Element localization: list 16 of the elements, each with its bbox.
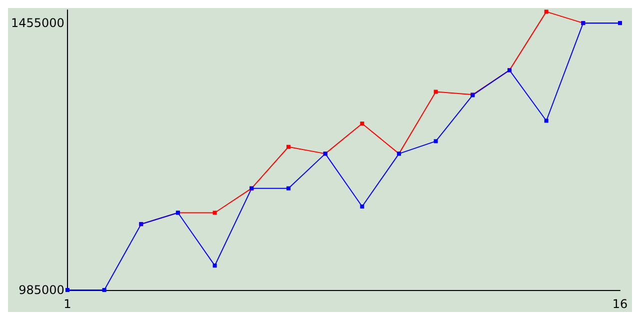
- point: [212, 264, 217, 268]
- point: [544, 118, 548, 123]
- x-tick-label: 1: [64, 297, 72, 311]
- y-tick-label: 1455000: [10, 16, 64, 30]
- point: [360, 204, 364, 209]
- point: [544, 10, 548, 14]
- point: [212, 210, 217, 215]
- point: [286, 186, 290, 190]
- y-tick-label: 985000: [18, 283, 64, 297]
- point: [102, 288, 106, 292]
- point: [434, 90, 438, 94]
- point: [65, 288, 70, 292]
- point: [286, 144, 290, 149]
- x-tick-label: 16: [612, 297, 628, 311]
- point: [360, 122, 364, 126]
- point: [434, 139, 438, 144]
